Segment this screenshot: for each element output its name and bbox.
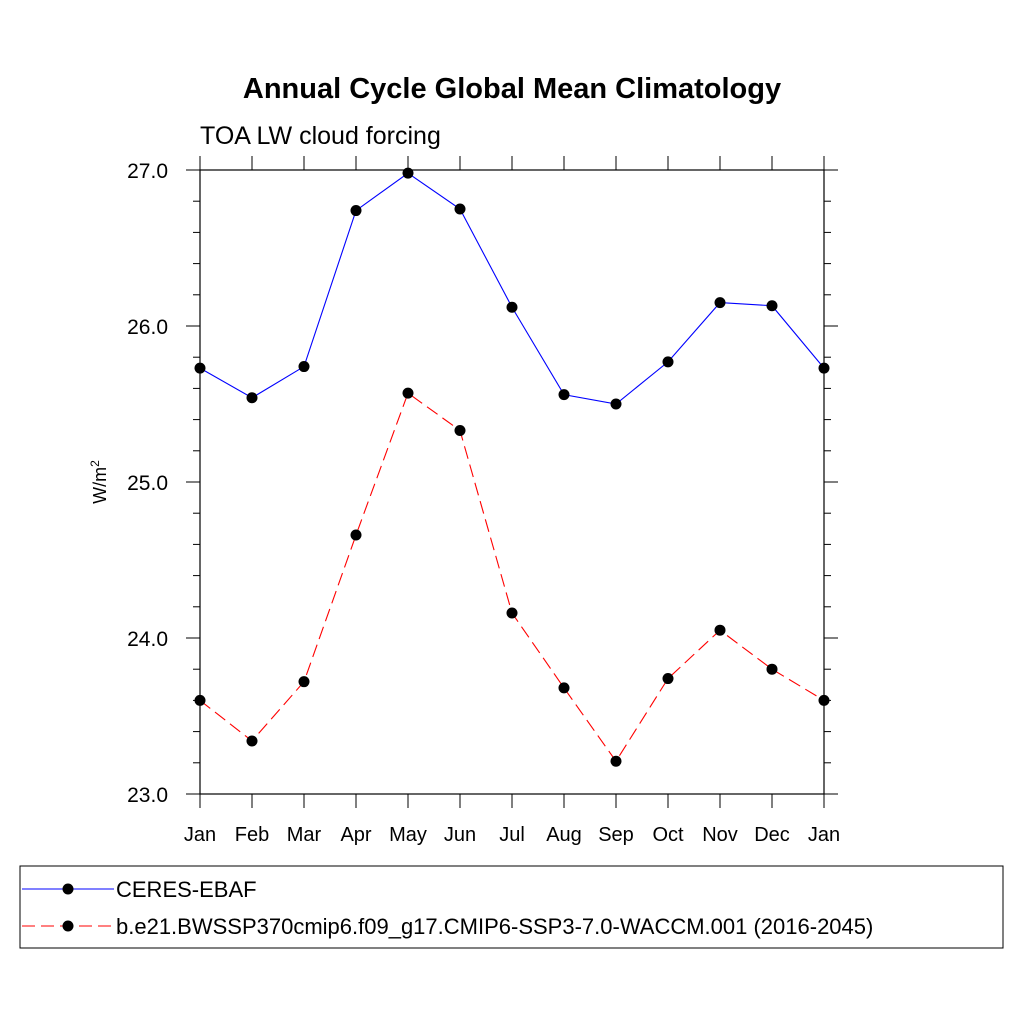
series-line (199, 172, 825, 405)
data-point (766, 300, 778, 312)
y-tick-label: 27.0 (127, 160, 168, 183)
data-point (662, 673, 674, 685)
chart-title: Annual Cycle Global Mean Climatology (243, 73, 781, 105)
data-point (246, 735, 258, 747)
x-tick-label: May (389, 824, 427, 846)
data-point (714, 624, 726, 636)
y-tick-label: 25.0 (127, 472, 168, 495)
x-tick-label: Nov (702, 824, 738, 846)
y-tick-label: 26.0 (127, 316, 168, 339)
data-point (350, 205, 362, 217)
x-tick-label: Oct (652, 824, 684, 846)
svg-text:W/m2: W/m2 (88, 460, 110, 504)
legend-box (19, 865, 1004, 949)
legend: CERES-EBAF b.e21.BWSSP370cmip6.f09_g17.CM… (19, 865, 1004, 949)
x-tick-label: Apr (340, 824, 371, 846)
data-point (766, 663, 778, 675)
data-point (506, 301, 518, 313)
legend-label: b.e21.BWSSP370cmip6.f09_g17.CMIP6-SSP3-7… (116, 914, 873, 939)
axis-ticks: Jan Feb Mar Apr May Jun Jul Aug Sep Oct Nov Dec Jan 2… (127, 156, 840, 846)
y-tick-label: 24.0 (127, 628, 168, 651)
data-point (454, 203, 466, 215)
x-tick-label: Aug (546, 824, 582, 846)
chart-subtitle: TOA LW cloud forcing (200, 122, 441, 150)
x-tick-label: Jun (444, 824, 476, 846)
data-point (402, 167, 414, 179)
y-axis-label-text: W/m (90, 467, 110, 504)
data-point (298, 676, 310, 688)
data-point (246, 392, 258, 404)
x-tick-label: Sep (598, 824, 634, 846)
legend-label: CERES-EBAF (116, 877, 257, 902)
data-point (558, 389, 570, 401)
x-tick-label: Jan (808, 824, 840, 846)
series-line (199, 392, 825, 763)
plot-frame (199, 169, 825, 795)
data-point (350, 529, 362, 541)
data-point (662, 356, 674, 368)
data-point (454, 425, 466, 437)
x-tick-label: Jan (184, 824, 216, 846)
y-axis-label-superscript: 2 (88, 460, 102, 467)
data-point (714, 297, 726, 309)
data-point (506, 607, 518, 619)
data-point (558, 682, 570, 694)
legend-marker (62, 920, 74, 932)
legend-marker (62, 883, 74, 895)
x-tick-label: Feb (235, 824, 269, 846)
y-tick-label: 23.0 (127, 784, 168, 807)
data-point (298, 361, 310, 373)
y-axis-label: W/m2 (88, 460, 110, 504)
x-tick-label: Mar (287, 824, 322, 846)
x-tick-label: Jul (499, 824, 525, 846)
series-group (194, 167, 830, 767)
data-point (402, 387, 414, 399)
data-point (610, 755, 622, 767)
x-tick-label: Dec (754, 824, 790, 846)
data-point (610, 398, 622, 410)
